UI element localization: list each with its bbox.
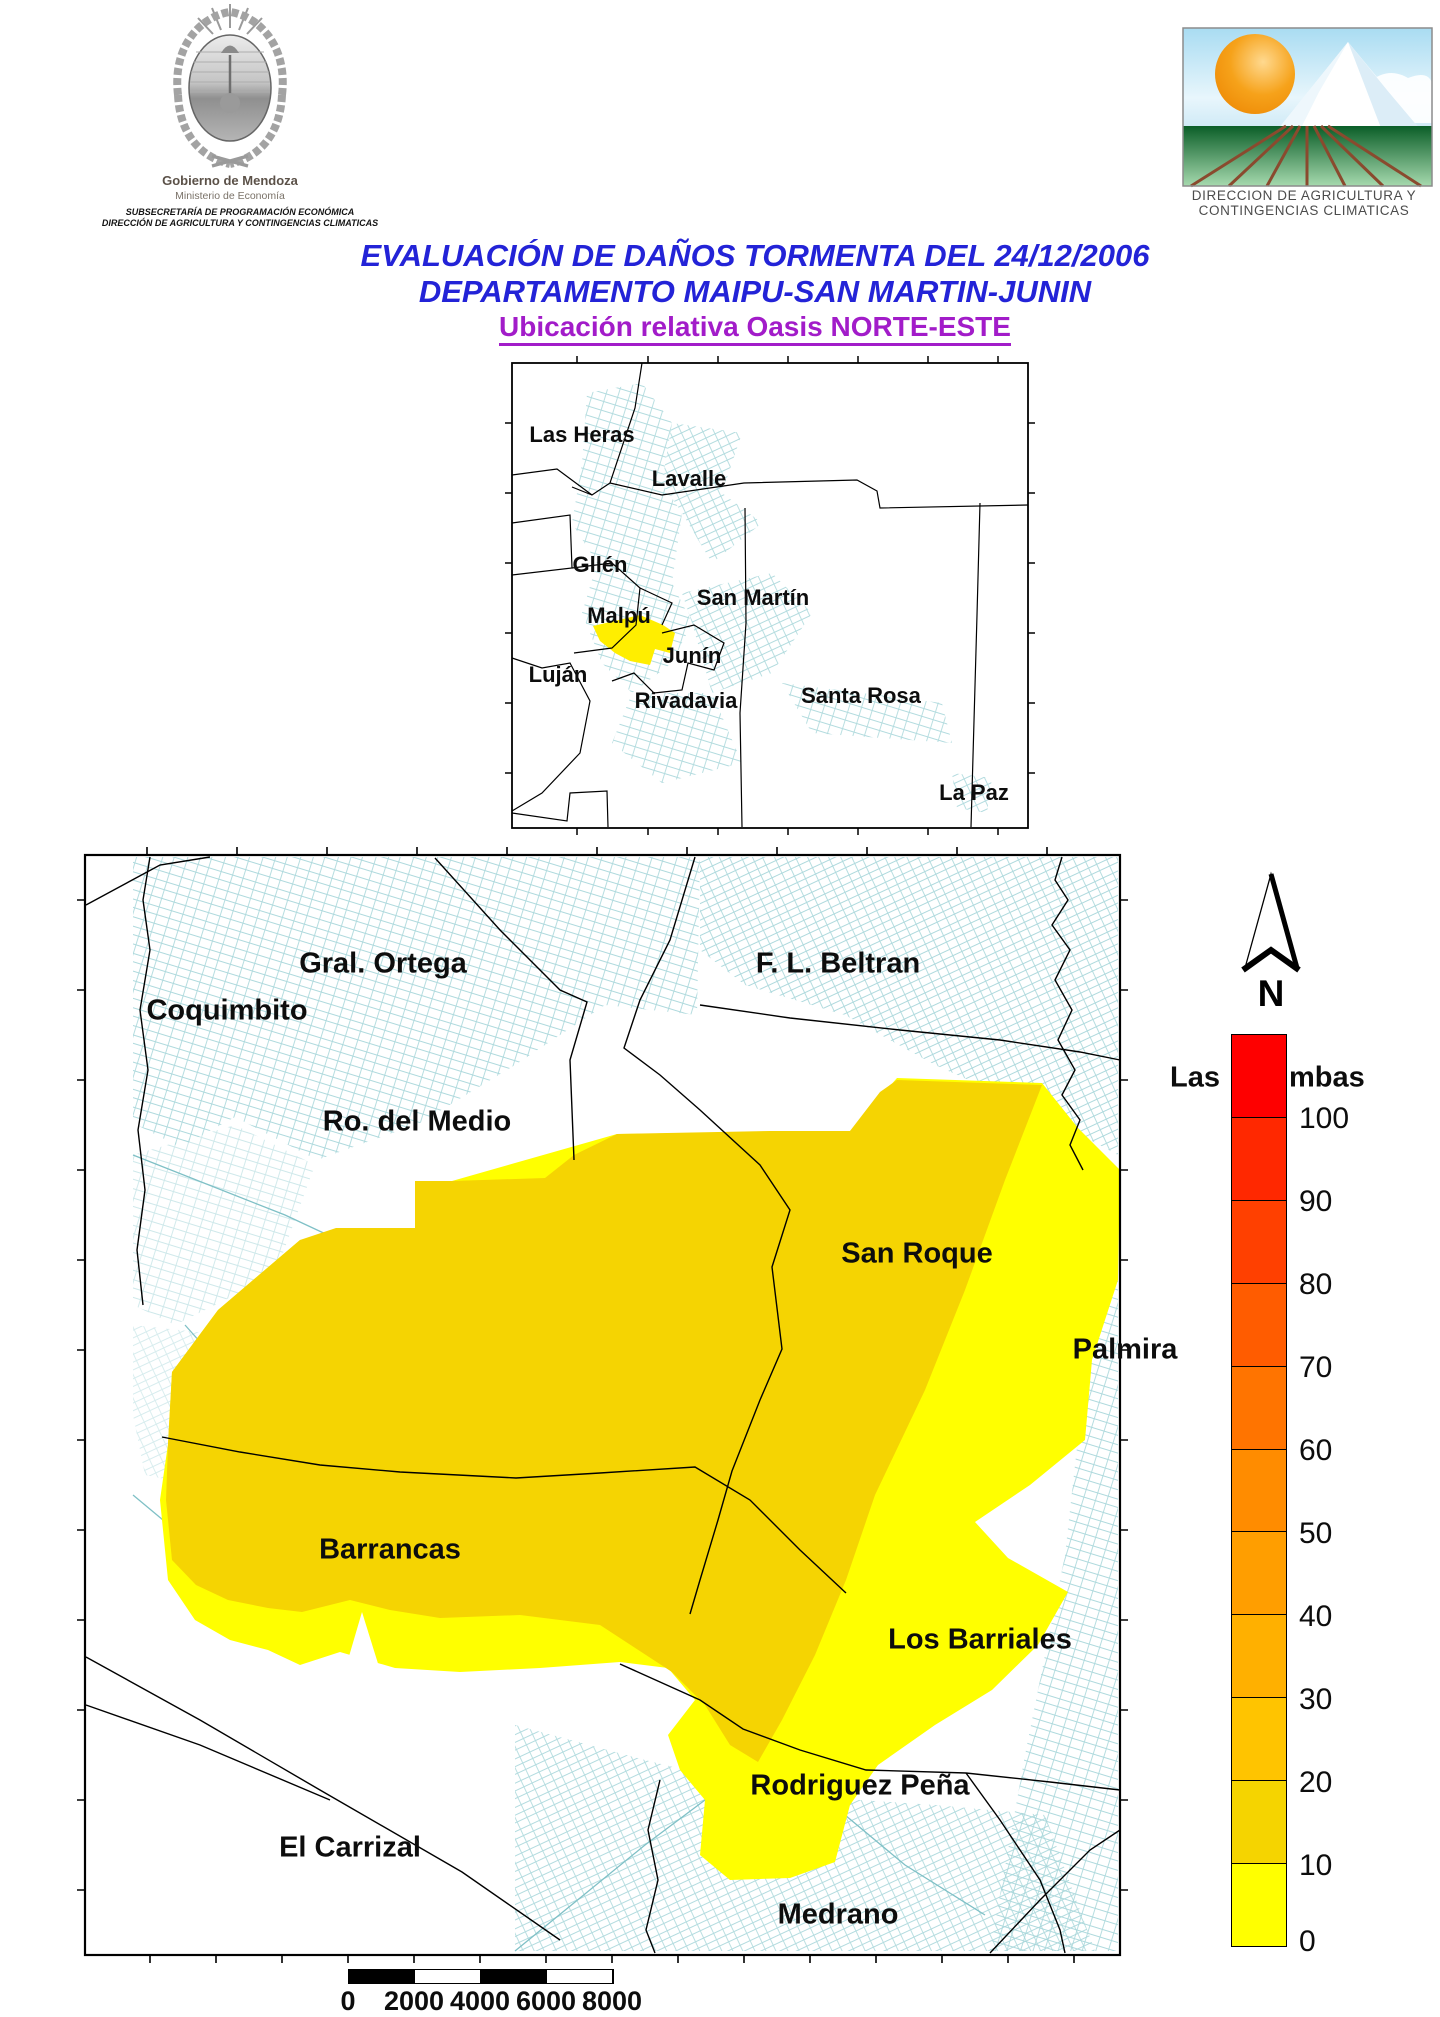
- legend-value-80: 80: [1299, 1268, 1333, 1301]
- inset-label-junin: Junín: [663, 643, 722, 668]
- legend-value-0: 0: [1299, 1925, 1316, 1958]
- inset-label-lujan: Luján: [529, 662, 588, 687]
- inset-label-gllen: Gllén: [572, 552, 627, 577]
- district-boundaries: [85, 856, 1121, 1954]
- legend-step: [1231, 1365, 1287, 1450]
- inset-boundaries: [511, 362, 1029, 828]
- map-label-ro-del-medio: Ro. del Medio: [322, 1105, 512, 1138]
- north-arrow-icon: N: [1241, 871, 1301, 1014]
- scale-label-0: 0: [340, 1986, 356, 2016]
- legend-value-70: 70: [1299, 1351, 1333, 1384]
- scale-bar-segment: [349, 1970, 414, 1983]
- coat-direccion: DIRECCIÓN DE AGRICULTURA Y CONTINGENCIAS…: [101, 218, 379, 228]
- inset-labels: Las Heras Lavalle Gllén San Martín Malpú…: [529, 422, 1009, 805]
- damage-zone-10-20: [166, 1080, 1042, 1762]
- legend-step: [1231, 1448, 1287, 1533]
- map-label-palmira: Palmira: [1072, 1333, 1178, 1366]
- map-label-el-carrizal: El Carrizal: [279, 1831, 421, 1864]
- mendoza-coat-of-arms-icon: [173, 4, 287, 168]
- legend-value-40: 40: [1299, 1600, 1333, 1633]
- map-label-coquimbito: Coquimbito: [146, 994, 308, 1027]
- scale-label-6000: 6000: [515, 1986, 577, 2016]
- legend-step: [1231, 1697, 1287, 1782]
- legend-step: [1231, 1863, 1287, 1947]
- main-damage-map: [77, 847, 1128, 1963]
- legend-step: [1231, 1531, 1287, 1616]
- scale-bar-segment: [546, 1970, 613, 1983]
- inset-parcel-clusters: [572, 383, 992, 813]
- map-label-barrancas: Barrancas: [319, 1533, 461, 1566]
- legend-value-30: 30: [1299, 1683, 1333, 1716]
- map-label-gral-ortega: Gral. Ortega: [299, 947, 467, 980]
- page-title-line1: EVALUACIÓN DE DAÑOS TORMENTA DEL 24/12/2…: [360, 238, 1150, 273]
- legend-color-bar: [1231, 1034, 1287, 1947]
- inset-label-san-martin: San Martín: [697, 585, 809, 610]
- map-label-rodriguez-pena: Rodriguez Peña: [750, 1769, 970, 1802]
- map-label-las-fragment: Las: [1170, 1061, 1220, 1094]
- scale-bar-segment: [414, 1970, 481, 1983]
- scale-label-4000: 4000: [449, 1986, 511, 2016]
- inset-label-malpu: Malpú: [587, 603, 651, 628]
- agriculture-agency-logo-icon: [1182, 27, 1433, 188]
- page-subtitle: Ubicación relativa Oasis NORTE-ESTE: [135, 311, 1375, 346]
- legend-value-10: 10: [1299, 1849, 1333, 1882]
- legend-step: [1231, 1034, 1287, 1118]
- legend-value-60: 60: [1299, 1434, 1333, 1467]
- map-label-los-barriales: Los Barriales: [888, 1623, 1072, 1656]
- legend-value-50: 50: [1299, 1517, 1333, 1550]
- legend-value-90: 90: [1299, 1185, 1333, 1218]
- map-label-medrano: Medrano: [777, 1898, 899, 1931]
- main-map-border: [83, 853, 1122, 1957]
- sun-icon: [1215, 34, 1295, 114]
- scale-bar-segment: [481, 1970, 546, 1983]
- damage-notch: [345, 1612, 380, 1670]
- legend-step: [1231, 1199, 1287, 1284]
- inset-highlight-maipu: [593, 615, 675, 665]
- map-label-fl-beltran: F. L. Beltran: [755, 947, 921, 980]
- agency-caption-line1: DIRECCION DE AGRICULTURA Y: [1191, 188, 1417, 203]
- page-title-line2: DEPARTAMENTO MAIPU-SAN MARTIN-JUNIN: [418, 274, 1092, 309]
- inset-ticks: [505, 356, 1035, 835]
- legend-step: [1231, 1780, 1287, 1865]
- coat-title: Gobierno de Mendoza: [162, 173, 298, 188]
- legend-step: [1231, 1116, 1287, 1201]
- coat-ministry: Ministerio de Economía: [175, 190, 285, 202]
- inset-label-lavalle: Lavalle: [652, 466, 727, 491]
- inset-label-rivadavia: Rivadavia: [635, 688, 738, 713]
- scale-label-8000: 8000: [581, 1986, 643, 2016]
- inset-border: [511, 362, 1029, 829]
- map-border-ticks: [77, 847, 1128, 1963]
- map-label-san-roque: San Roque: [841, 1237, 993, 1270]
- inset-department-map: Las Heras Lavalle Gllén San Martín Malpú…: [505, 356, 1035, 835]
- scale-bar: [348, 1969, 614, 1984]
- agency-caption-line2: CONTINGENCIAS CLIMATICAS: [1198, 203, 1410, 218]
- legend-value-20: 20: [1299, 1766, 1333, 1799]
- coat-subsecretaria: SUBSECRETARÍA DE PROGRAMACIÓN ECONÓMICA: [125, 207, 355, 217]
- map-label-mbas-fragment: mbas: [1289, 1061, 1365, 1094]
- scale-label-2000: 2000: [383, 1986, 445, 2016]
- inset-label-las-heras: Las Heras: [529, 422, 634, 447]
- inset-label-santa-rosa: Santa Rosa: [801, 683, 922, 708]
- north-label: N: [1258, 973, 1285, 1014]
- legend-step: [1231, 1282, 1287, 1367]
- legend-value-100: 100: [1299, 1102, 1350, 1135]
- inset-label-la-paz: La Paz: [939, 780, 1009, 805]
- legend-step: [1231, 1614, 1287, 1699]
